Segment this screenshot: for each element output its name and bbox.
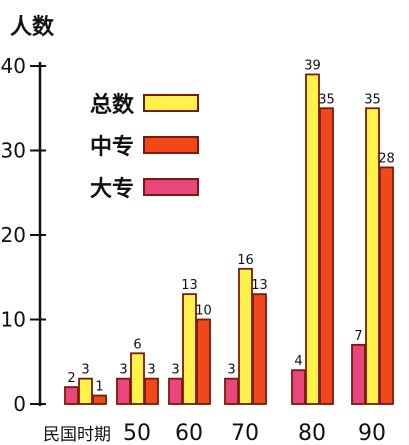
y-tick-label: 30	[1, 139, 26, 163]
data-label-总数-90: 35	[364, 92, 381, 107]
y-axis-title: 人数	[10, 14, 55, 40]
y-tick-label: 0	[13, 392, 26, 416]
data-label-总数-80: 39	[304, 58, 321, 73]
bar-中专-50	[144, 377, 159, 405]
bar-总数-民国时期	[78, 377, 93, 405]
data-label-中专-80: 35	[318, 92, 335, 107]
legend-swatch	[143, 136, 199, 154]
data-label-中专-60: 10	[195, 304, 212, 319]
y-tick-label: 10	[1, 308, 26, 332]
data-label-中专-90: 28	[378, 151, 395, 166]
bar-总数-80	[305, 73, 320, 405]
x-tick-label: 70	[231, 421, 259, 445]
data-label-大专-80: 4	[294, 354, 302, 369]
data-label-总数-50: 6	[133, 337, 141, 352]
data-label-大专-60: 3	[171, 363, 179, 378]
data-label-大专-90: 7	[354, 329, 362, 344]
data-label-中专-民国时期: 1	[95, 380, 103, 395]
bar-大专-民国时期	[64, 386, 79, 405]
bar-总数-90	[365, 107, 380, 405]
x-tick-label: 50	[123, 421, 151, 445]
bar-大专-80	[291, 369, 306, 405]
data-label-中专-50: 3	[147, 363, 155, 378]
legend-swatch	[143, 94, 199, 112]
data-label-总数-70: 16	[237, 253, 254, 268]
legend-label: 大专	[90, 176, 134, 202]
bar-总数-50	[130, 352, 145, 405]
x-tick-label: 80	[298, 421, 326, 445]
y-tick-label: 20	[1, 223, 26, 247]
data-label-大专-70: 3	[227, 363, 235, 378]
x-tick-label: 60	[175, 421, 203, 445]
bar-大专-90	[351, 343, 366, 405]
bar-总数-60	[182, 293, 197, 405]
bar-大专-60	[168, 377, 183, 405]
legend-label: 中专	[90, 134, 134, 160]
bar-中专-70	[252, 293, 267, 405]
x-tick-label: 民国时期	[43, 425, 111, 445]
data-label-总数-民国时期: 3	[81, 363, 89, 378]
bar-中专-60	[196, 318, 211, 405]
data-label-大专-50: 3	[119, 363, 127, 378]
bar-中专-80	[319, 107, 334, 405]
data-label-大专-民国时期: 2	[67, 371, 75, 386]
bar-总数-70	[238, 267, 253, 405]
bar-大专-70	[224, 377, 239, 405]
bar-中专-90	[379, 166, 394, 405]
legend-swatch	[143, 178, 199, 196]
x-tick-label: 90	[358, 421, 386, 445]
data-label-总数-60: 13	[181, 278, 198, 293]
bar-中专-民国时期	[92, 394, 107, 405]
legend-label: 总数	[90, 92, 135, 118]
y-tick-label: 40	[1, 54, 26, 78]
bar-大专-50	[116, 377, 131, 405]
data-label-中专-70: 13	[251, 278, 268, 293]
